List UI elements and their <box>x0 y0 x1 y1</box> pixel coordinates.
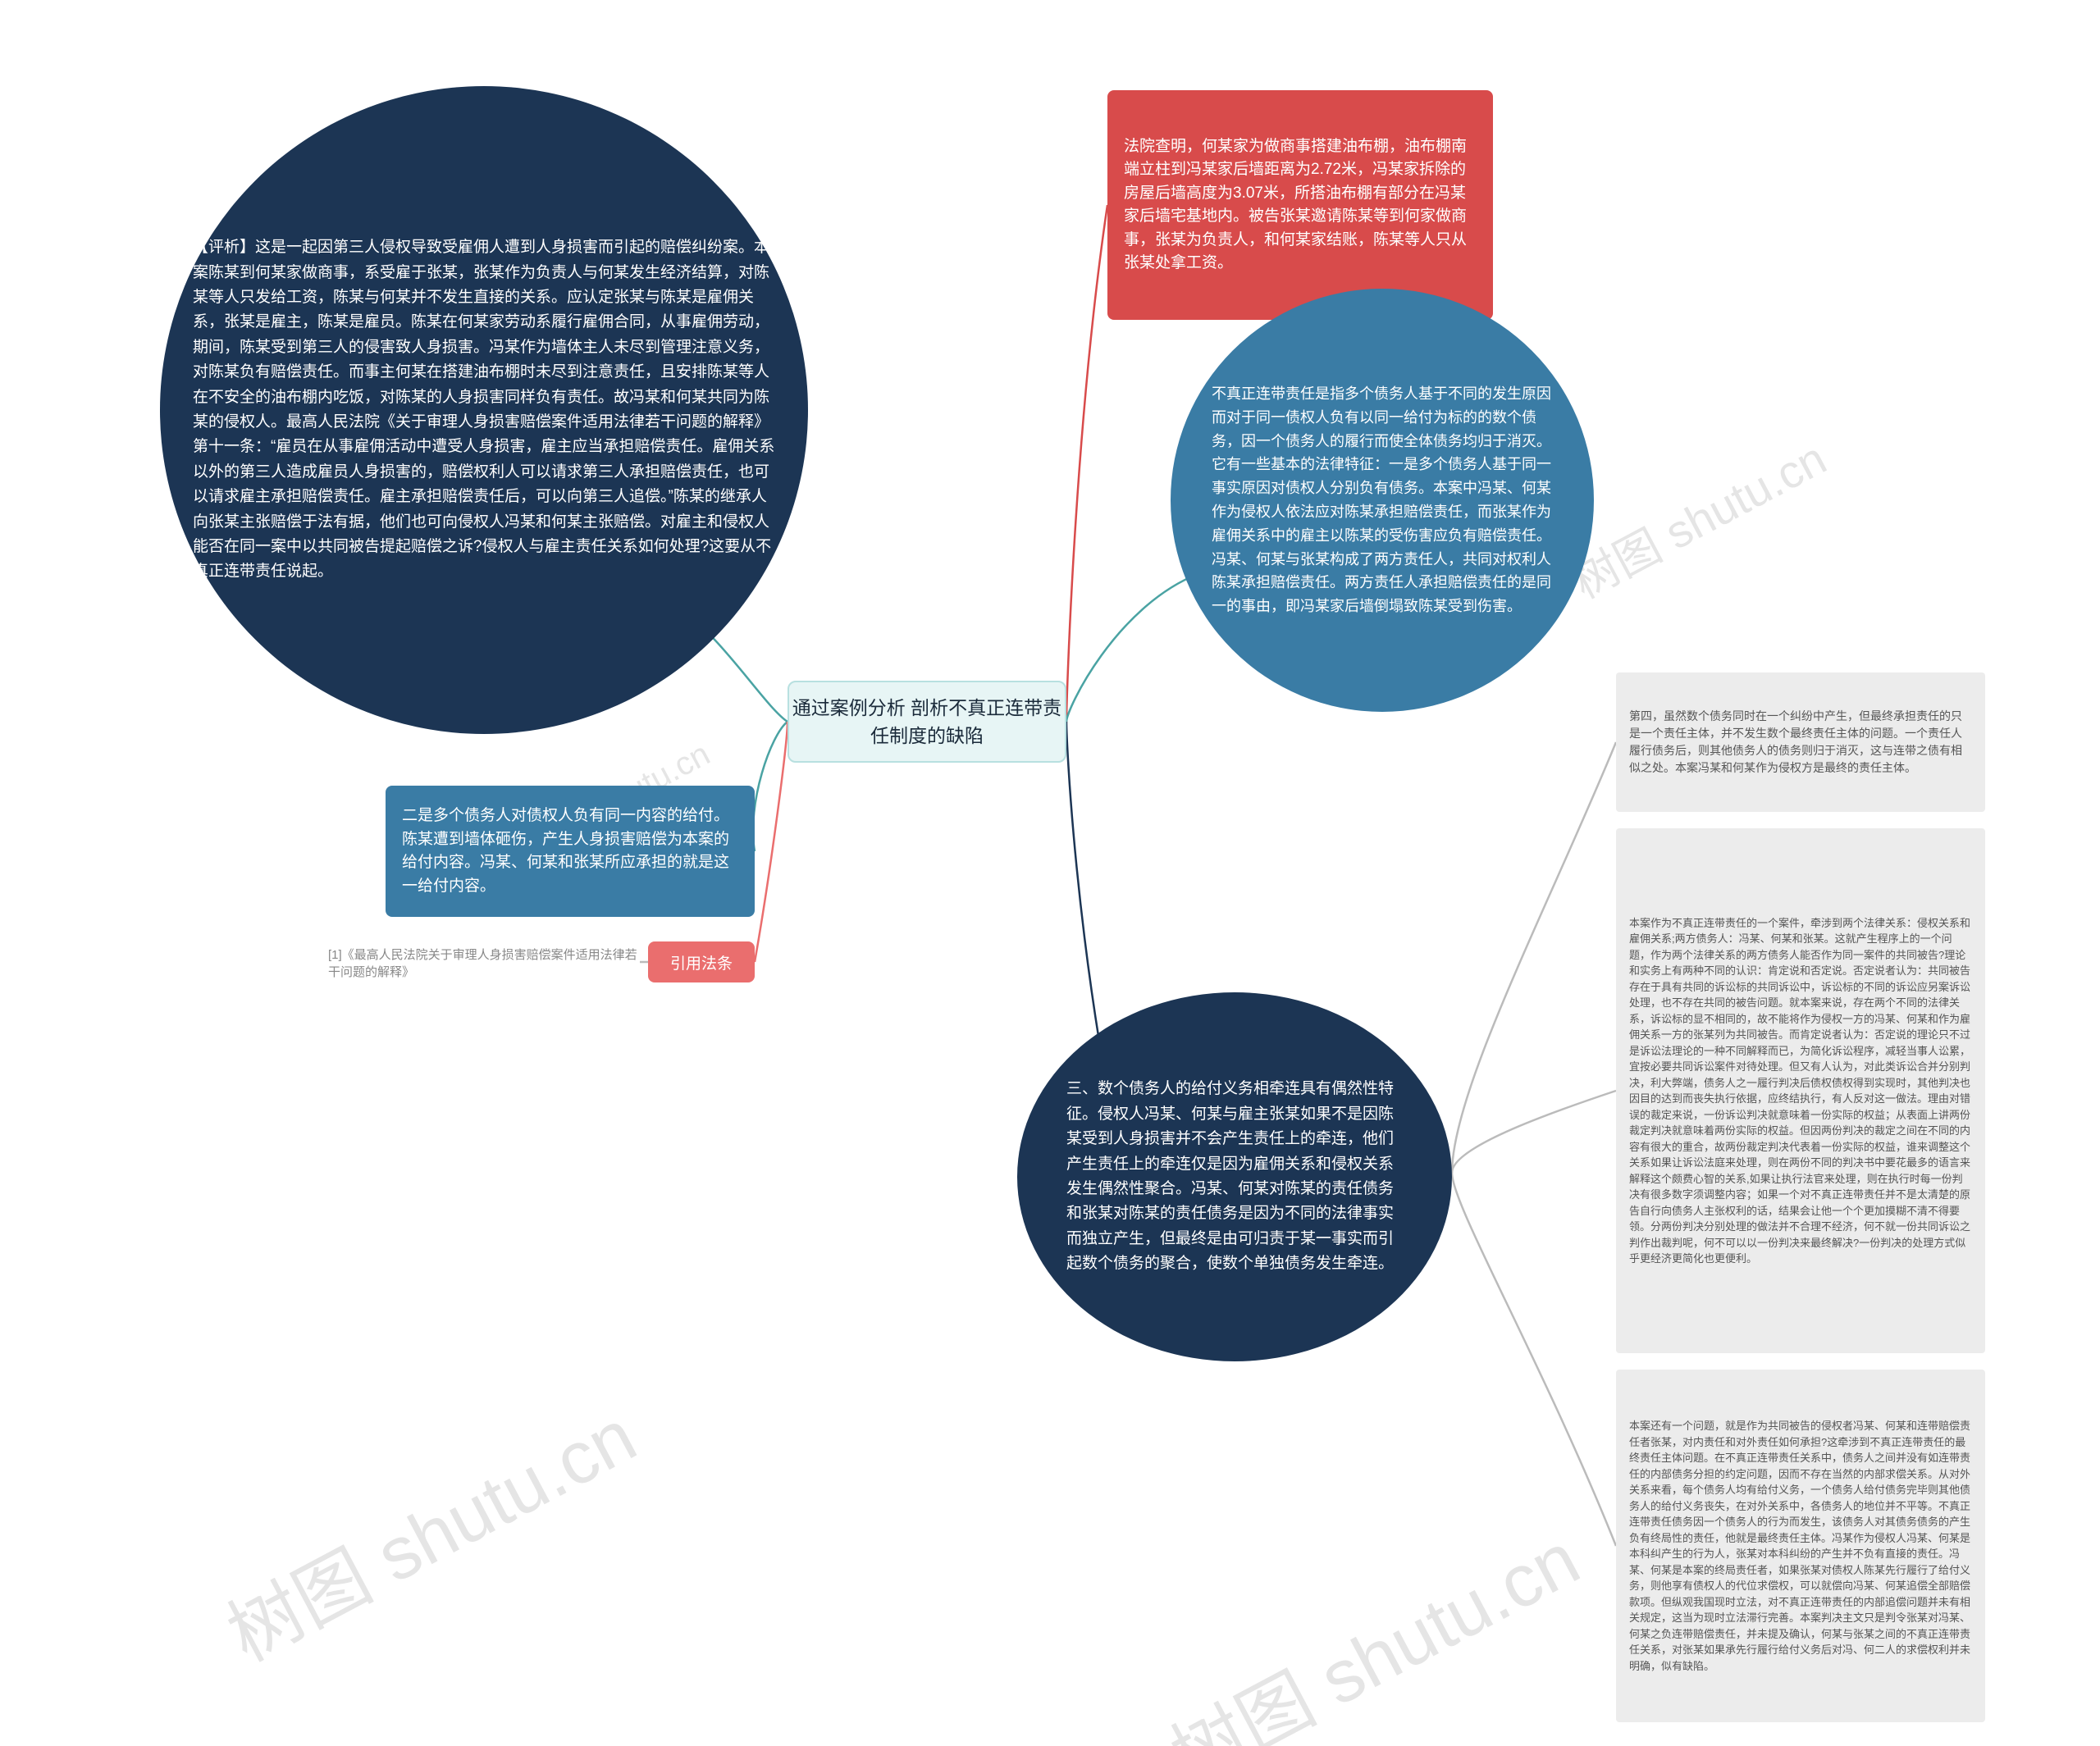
detail-box-bot-text: 本案还有一个问题，就是作为共同被告的侵权者冯某、何某和连带赔偿责任者张某，对内责… <box>1629 1381 1972 1711</box>
detail-box-mid-text: 本案作为不真正连带责任的一个案件，牵涉到两个法律关系：侵权关系和雇佣关系;两方债… <box>1629 840 1972 1342</box>
edge <box>1452 1091 1616 1173</box>
feature-two-text: 二是多个债务人对债权人负有同一内容的给付。陈某遭到墙体砸伤，产生人身损害赔偿为本… <box>402 800 738 902</box>
definition-text: 不真正连带责任是指多个债务人基于不同的发生原因而对于同一债权人负有以同一给付为标… <box>1212 330 1553 671</box>
court-findings-node[interactable]: 法院查明，何某家为做商事搭建油布棚，油布棚南端立柱到冯某家后墙距离为2.72米，… <box>1107 90 1493 320</box>
edge <box>1066 205 1107 722</box>
analysis-text: 【评析】这是一起因第三人侵权导致受雇佣人遭到人身损害而引起的赔偿纠纷案。本案陈某… <box>193 119 775 701</box>
feature-three-node[interactable]: 三、数个债务人的给付义务相牵连具有偶然性特征。侵权人冯某、何某与雇主张某如果不是… <box>1017 992 1452 1361</box>
detail-box-top-text: 第四，虽然数个债务同时在一个纠纷中产生，但最终承担责任的只是一个责任主体，并不发… <box>1629 684 1972 800</box>
detail-box-top[interactable]: 第四，虽然数个债务同时在一个纠纷中产生，但最终承担责任的只是一个责任主体，并不发… <box>1616 672 1985 812</box>
center-label: 通过案例分析 剖析不真正连带责任制度的缺陷 <box>789 682 1065 761</box>
law-citation-text: [1]《最高人民法院关于审理人身损害赔偿案件适用法律若干问题的解释》 <box>328 939 640 988</box>
detail-box-bot[interactable]: 本案还有一个问题，就是作为共同被告的侵权者冯某、何某和连带赔偿责任者张某，对内责… <box>1616 1370 1985 1722</box>
edge <box>755 722 788 962</box>
court-findings-text: 法院查明，何某家为做商事搭建油布棚，油布棚南端立柱到冯某家后墙距离为2.72米，… <box>1124 105 1477 305</box>
feature-two-node[interactable]: 二是多个债务人对债权人负有同一内容的给付。陈某遭到墙体砸伤，产生人身损害赔偿为本… <box>386 786 755 917</box>
edge <box>1452 742 1616 1173</box>
center-node[interactable]: 通过案例分析 剖析不真正连带责任制度的缺陷 <box>788 681 1066 763</box>
analysis-circle[interactable]: 【评析】这是一起因第三人侵权导致受雇佣人遭到人身损害而引起的赔偿纠纷案。本案陈某… <box>160 86 808 734</box>
law-reference-node[interactable]: 引用法条 <box>648 941 755 982</box>
edge <box>753 722 788 851</box>
law-citation: [1]《最高人民法院关于审理人身损害赔偿案件适用法律若干问题的解释》 <box>328 939 640 988</box>
edge <box>1452 1173 1616 1546</box>
edge <box>1066 574 1198 722</box>
feature-three-text: 三、数个债务人的给付义务相牵连具有偶然性特征。侵权人冯某、何某与雇主张某如果不是… <box>1066 1033 1403 1320</box>
law-reference-label: 引用法条 <box>648 941 755 982</box>
definition-circle[interactable]: 不真正连带责任是指多个债务人基于不同的发生原因而对于同一债权人负有以同一给付为标… <box>1171 289 1594 712</box>
detail-box-mid[interactable]: 本案作为不真正连带责任的一个案件，牵涉到两个法律关系：侵权关系和雇佣关系;两方债… <box>1616 828 1985 1353</box>
mindmap-canvas: 树图 shutu.cn 树图 shutu.cn 树图 shutu.cn shut… <box>0 0 2100 1746</box>
